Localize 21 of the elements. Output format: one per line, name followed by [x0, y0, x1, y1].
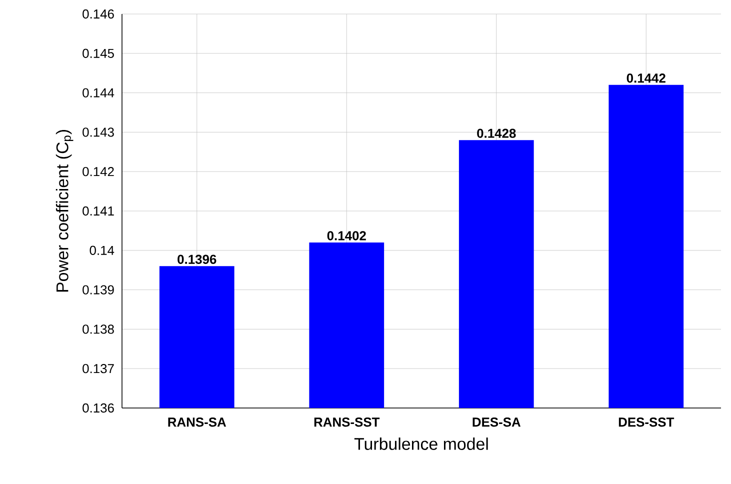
x-axis-title: Turbulence model: [354, 438, 488, 450]
x-tick-label: DES-SST: [618, 418, 674, 427]
y-tick-label: 0.142: [82, 167, 114, 176]
data-label: 0.1442: [626, 74, 666, 83]
y-tick-label: 0.144: [82, 88, 114, 98]
y-tick-label: 0.137: [82, 364, 114, 374]
y-axis-title: Power coefficient (C$_{p}$): [56, 130, 74, 292]
y-tick-label: 0.141: [82, 206, 114, 216]
x-tick-label: RANS-SST: [314, 418, 380, 427]
data-label: 0.1396: [178, 254, 216, 264]
y-tick-label: 0.143: [82, 128, 114, 137]
data-label: 0.1402: [327, 231, 366, 240]
y-tick-label: 0.139: [82, 285, 114, 294]
x-tick-label: RANS-SA: [168, 418, 226, 427]
data-label: 0.1428: [477, 128, 516, 138]
y-tick-label: 0.146: [82, 9, 114, 19]
y-tick-label: 0.136: [82, 403, 114, 413]
y-tick-label: 0.145: [82, 48, 114, 58]
y-tick-label: 0.138: [82, 324, 114, 334]
y-tick-label: 0.14: [90, 246, 114, 255]
x-tick-label: DES-SA: [472, 418, 521, 427]
